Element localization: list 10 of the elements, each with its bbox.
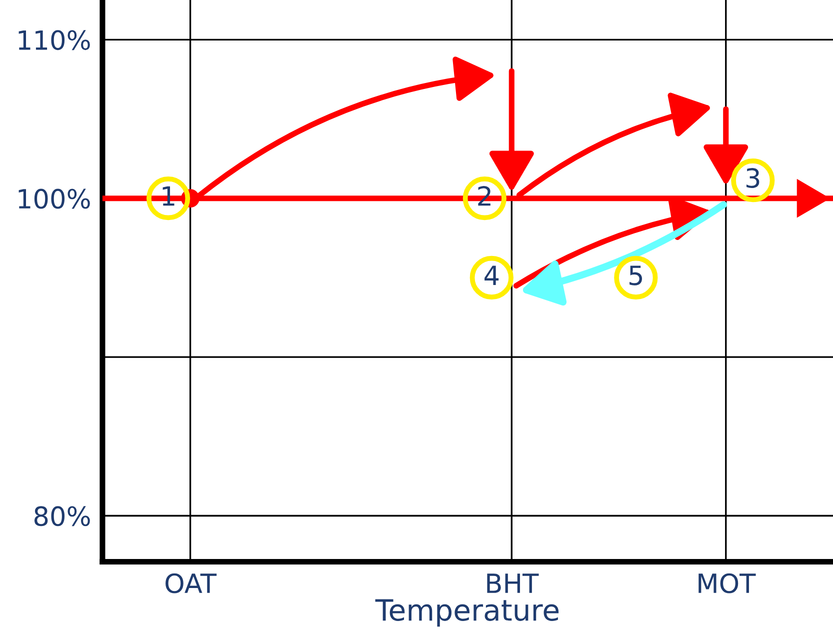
y-tick-label: 100%	[18, 188, 90, 209]
x-tick-label: MOT	[698, 573, 756, 594]
annotation: 4	[484, 266, 499, 285]
annotation: 3	[746, 168, 760, 188]
y-tick-label: 80%	[34, 506, 90, 526]
x-tick-label: BHT	[487, 574, 539, 593]
x-axis-title: Temperature	[375, 599, 559, 627]
x-tick-label: OAT	[166, 573, 217, 594]
annotation: 5	[630, 266, 642, 286]
y-tick-label: 110%	[18, 30, 90, 50]
